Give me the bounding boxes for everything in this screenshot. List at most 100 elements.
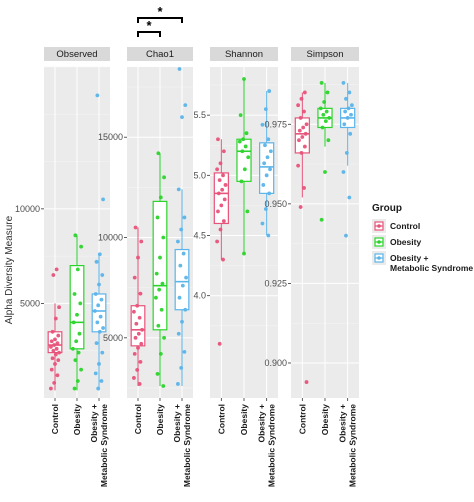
- data-point: [72, 292, 77, 296]
- data-point: [96, 386, 101, 391]
- label-line: Obesity +: [257, 404, 267, 443]
- data-point: [179, 227, 184, 232]
- data-point: [53, 362, 57, 366]
- data-point: [136, 331, 141, 336]
- data-point: [96, 303, 101, 308]
- data-point: [297, 138, 301, 143]
- data-point: [183, 307, 188, 312]
- x-tick-label: Obesity: [320, 404, 330, 435]
- data-point: [93, 309, 97, 313]
- data-point: [267, 191, 272, 196]
- box-0: [213, 137, 229, 346]
- data-point: [237, 139, 242, 144]
- data-point: [240, 149, 245, 154]
- box-2: [174, 67, 190, 386]
- data-point: [302, 109, 306, 114]
- box-body: [91, 293, 107, 333]
- data-point: [132, 351, 137, 356]
- data-point: [135, 303, 140, 308]
- data-point: [162, 175, 166, 180]
- data-point: [73, 233, 78, 238]
- y-tick-label: 5000: [20, 298, 40, 308]
- box-body: [259, 142, 275, 194]
- data-point: [341, 170, 346, 174]
- facet-strip: [44, 47, 110, 61]
- data-point: [55, 341, 60, 346]
- x-tick-label: Control: [50, 404, 60, 434]
- data-point: [346, 106, 351, 111]
- data-point: [318, 106, 323, 111]
- box-body: [174, 248, 190, 311]
- data-point: [296, 163, 301, 168]
- legend-entry-0: Control: [372, 219, 420, 233]
- data-point: [97, 329, 102, 334]
- y-tick-label: 0.900: [264, 358, 287, 368]
- data-point: [302, 144, 307, 149]
- data-point: [268, 167, 272, 172]
- label-line: Obesity +: [89, 404, 99, 443]
- data-point: [266, 233, 271, 238]
- box-2: [259, 89, 275, 238]
- data-point: [94, 341, 99, 346]
- data-point: [177, 67, 182, 71]
- data-point: [181, 251, 186, 256]
- data-point: [344, 151, 349, 155]
- data-point: [221, 173, 225, 178]
- data-point: [53, 316, 58, 321]
- y-tick-label: 15000: [98, 132, 123, 142]
- data-point: [263, 207, 268, 211]
- x-tick-label: Obesity: [239, 404, 249, 435]
- legend: Group Control Obesity Obesity + Metabolic Sy…: [372, 203, 473, 273]
- facet-label: Chao1: [146, 49, 174, 60]
- x-tick-label: Obesity +Metabolic Syndrome: [338, 404, 358, 487]
- data-point: [56, 333, 61, 338]
- data-point: [238, 113, 243, 118]
- facet-label: Shannon: [225, 49, 263, 60]
- data-point: [133, 335, 138, 340]
- data-point: [241, 137, 246, 142]
- box-body: [69, 265, 85, 350]
- data-point: [345, 116, 350, 120]
- data-point: [176, 382, 180, 386]
- data-point: [296, 103, 301, 108]
- data-point: [343, 109, 348, 114]
- data-point: [183, 103, 188, 108]
- data-point: [267, 89, 272, 93]
- data-point: [218, 227, 223, 232]
- data-point: [263, 107, 268, 112]
- data-point: [49, 345, 53, 349]
- data-point: [298, 116, 303, 120]
- data-point: [239, 179, 244, 184]
- x-tick-label: Obesity: [155, 404, 165, 435]
- data-point: [52, 380, 57, 385]
- data-point: [217, 178, 222, 183]
- data-point: [179, 366, 184, 370]
- data-point: [100, 350, 105, 355]
- x-tick-label: Obesity: [72, 404, 82, 435]
- box-1: [317, 81, 333, 222]
- data-point: [71, 320, 76, 325]
- data-point: [93, 371, 98, 376]
- data-point: [93, 292, 98, 296]
- data-point: [242, 167, 247, 172]
- data-point: [99, 297, 104, 302]
- data-point: [217, 341, 222, 346]
- data-point: [322, 100, 327, 104]
- facet-strip: [291, 47, 359, 61]
- data-point: [53, 352, 58, 357]
- label-line: Obesity +: [390, 253, 429, 263]
- data-point: [49, 367, 54, 372]
- x-tick-label: Obesity +Metabolic Syndrome: [257, 404, 277, 487]
- data-point: [161, 235, 166, 240]
- legend-key-point: [377, 240, 381, 244]
- x-tick-label: Control: [297, 404, 307, 434]
- data-point: [347, 90, 352, 95]
- data-point: [162, 335, 166, 340]
- data-point: [134, 321, 139, 326]
- data-point: [221, 219, 226, 223]
- box-0: [47, 267, 63, 391]
- data-point: [178, 263, 183, 268]
- data-point: [53, 337, 57, 342]
- data-point: [56, 358, 61, 363]
- data-point: [154, 295, 158, 300]
